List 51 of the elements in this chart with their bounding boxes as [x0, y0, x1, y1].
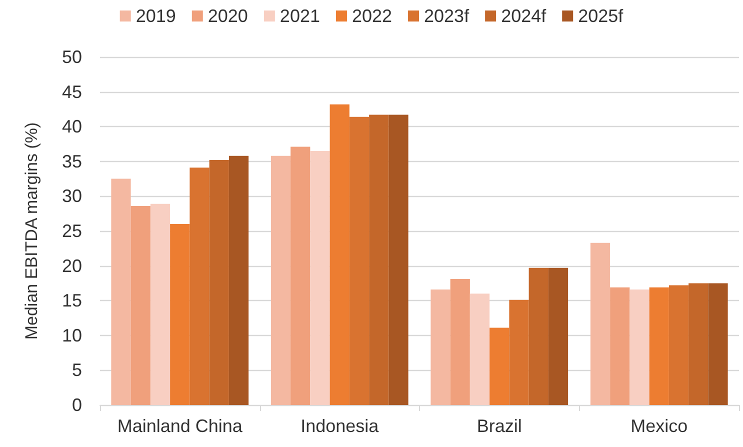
- y-tick-label: 10: [62, 325, 82, 346]
- bar: [528, 268, 548, 405]
- bar: [548, 268, 568, 405]
- bar: [130, 206, 150, 405]
- bar: [209, 160, 229, 405]
- bar: [490, 328, 510, 405]
- bar: [509, 300, 529, 405]
- y-tick-label: 25: [62, 221, 82, 241]
- bar: [111, 178, 131, 405]
- bar: [610, 287, 630, 405]
- legend-label: 2024f: [501, 6, 548, 26]
- y-tick-label: 15: [62, 290, 82, 311]
- bar: [310, 150, 330, 405]
- x-tick-label: Mexico: [630, 416, 688, 436]
- bar: [150, 204, 170, 405]
- bar: [649, 287, 669, 405]
- x-tick-label: Brazil: [476, 416, 522, 436]
- legend-label: 2019: [136, 6, 176, 26]
- legend-label: 2022: [352, 6, 392, 26]
- bar: [388, 114, 408, 405]
- y-tick-label: 20: [62, 256, 82, 276]
- y-tick-label: 40: [62, 116, 82, 137]
- bar: [470, 294, 490, 405]
- y-tick-label: 50: [62, 47, 82, 67]
- bar: [590, 242, 610, 405]
- y-tick-label: 30: [62, 186, 82, 206]
- bar: [349, 116, 370, 405]
- legend-label: 2023f: [424, 6, 470, 26]
- bar: [190, 168, 210, 405]
- bar: [290, 146, 310, 405]
- bar: [688, 283, 708, 405]
- y-tick-label: 0: [72, 395, 82, 415]
- bar: [228, 156, 249, 405]
- y-tick-label: 5: [72, 360, 82, 380]
- x-tick-label: Indonesia: [300, 416, 380, 436]
- x-tick-label: Mainland China: [117, 416, 244, 436]
- legend-label: 2025f: [578, 6, 624, 26]
- y-tick-label: 45: [62, 82, 82, 102]
- bar: [270, 156, 291, 405]
- bar: [668, 285, 689, 405]
- bar: [369, 114, 389, 405]
- bar: [708, 283, 728, 405]
- y-tick-label: 35: [62, 151, 82, 172]
- y-axis-title: Median EBITDA margins (%): [22, 122, 41, 340]
- bar: [630, 289, 650, 405]
- bar: [450, 279, 470, 405]
- bar: [330, 104, 350, 405]
- bar: [170, 224, 190, 405]
- legend-label: 2021: [280, 6, 320, 26]
- legend-label: 2020: [208, 6, 248, 26]
- bar: [430, 289, 450, 405]
